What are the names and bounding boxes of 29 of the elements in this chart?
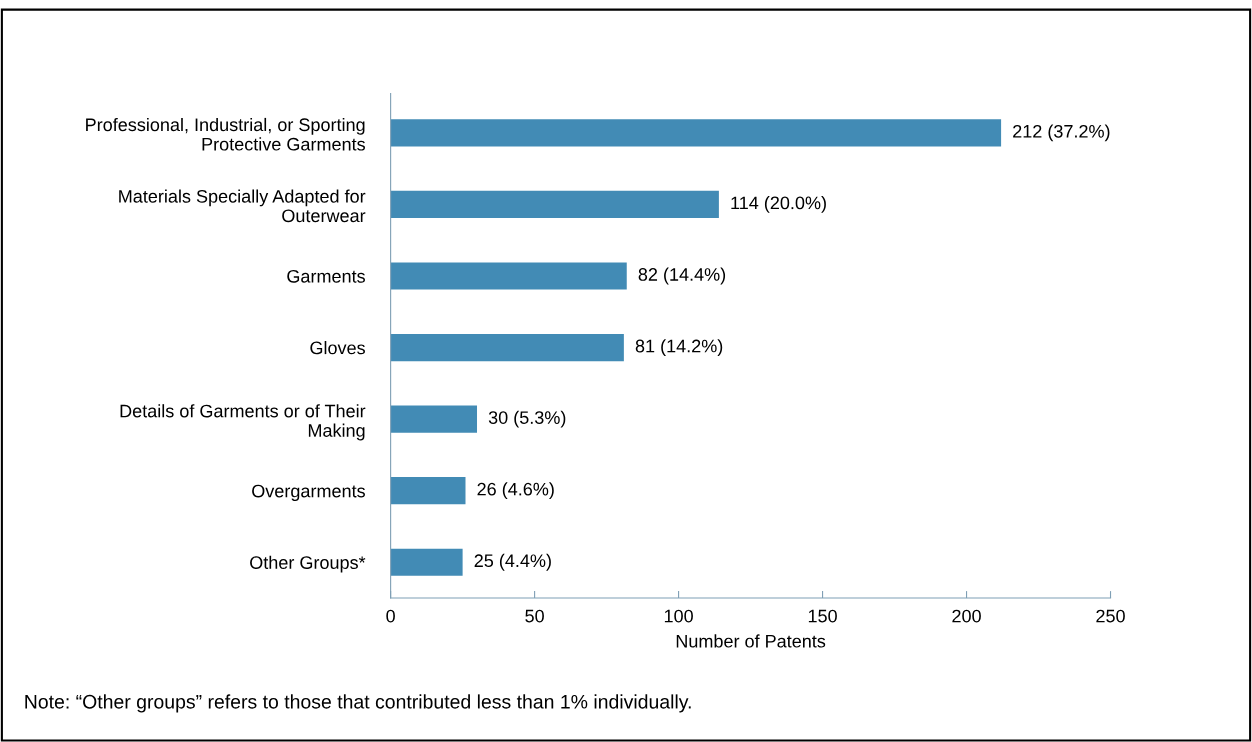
- bar: [390, 333, 624, 362]
- x-tick-label: 250: [1096, 609, 1125, 623]
- bar: [390, 262, 627, 290]
- bar: [390, 405, 478, 433]
- x-axis-title: Number of Patents: [676, 634, 826, 648]
- y-tick-label: Professional, Industrial, or Sporting Protective Garments: [86, 117, 365, 151]
- y-tick-label: Overgarments: [252, 484, 365, 501]
- data-label: 82 (14.4%): [638, 267, 726, 285]
- y-tick-label: Gloves: [310, 341, 365, 355]
- y-tick-label: Other Groups*: [250, 555, 366, 573]
- data-label: 81 (14.2%): [635, 339, 723, 356]
- bar: [390, 548, 463, 576]
- x-tick-label: 50: [525, 609, 544, 623]
- data-label: 30 (5.3%): [488, 410, 566, 428]
- text: Note: “Other groups” refers to those that contributed less than 1% individually.: [25, 694, 691, 713]
- y-tick-label: Garments: [287, 269, 365, 283]
- bar: [390, 477, 466, 505]
- data-label: 114 (20.0%): [731, 196, 826, 213]
- data-label: 25 (4.4%): [474, 553, 551, 571]
- x-tick-label: 200: [952, 609, 981, 623]
- bar: [390, 190, 719, 219]
- x-tick-label: 0: [386, 609, 395, 623]
- data-label: 26 (4.6%): [477, 482, 554, 500]
- data-label: 212 (37.2%): [1013, 124, 1110, 142]
- y-tick-label: Materials Specially Adapted for Outerwear: [119, 189, 366, 223]
- x-tick-label: 100: [664, 609, 693, 623]
- y-tick-label: Details of Garments or of Their Making: [120, 404, 366, 441]
- bar: [390, 119, 1002, 147]
- x-tick-label: 150: [808, 609, 837, 623]
